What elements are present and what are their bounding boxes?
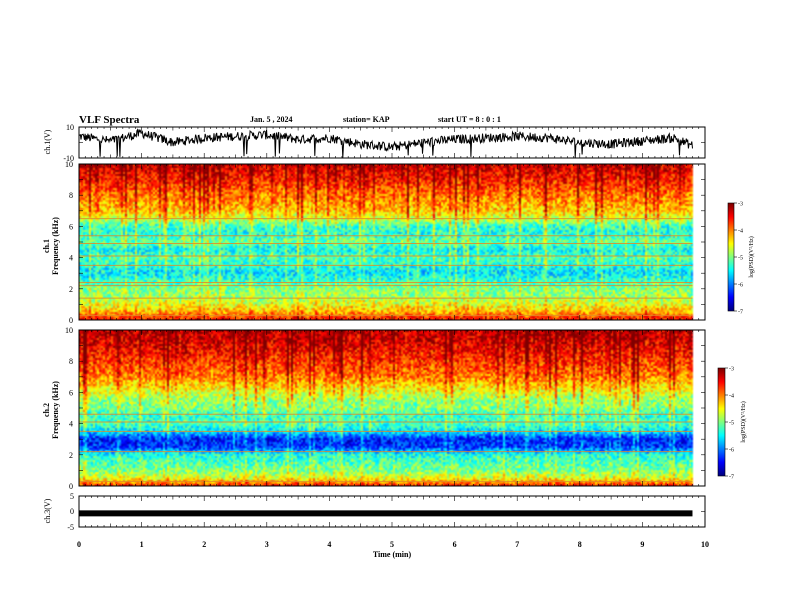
ch1-waveform-path — [78, 128, 693, 158]
ch2-spectrogram-ylabel-channel: ch.2 — [42, 403, 51, 417]
ch1-ytick-bottom: -10 — [63, 154, 74, 163]
ch1-spectrogram-ticks — [78, 163, 706, 321]
ch1-colorbar — [728, 203, 734, 311]
y-tick-label: 0 — [69, 482, 73, 491]
ch1-spectrogram-ylabel-freq: Frequency (kHz) — [51, 217, 60, 275]
colorbar-tick-label: -3 — [738, 202, 743, 208]
y-tick-label: 2 — [69, 451, 73, 460]
y-tick-label: 6 — [69, 388, 73, 397]
date-label: Jan. 5 , 2024 — [250, 115, 292, 124]
ch2-spectrogram-yticklabels: 0 2 4 6 8 10 — [65, 326, 73, 491]
x-tick-label: 5 — [390, 540, 394, 549]
y-tick-label: 0 — [69, 316, 73, 325]
ch2-spectral-lines — [79, 413, 693, 482]
colorbar-tick-label: -5 — [738, 256, 743, 262]
x-tick-label: 0 — [77, 540, 81, 549]
panel-ch3-waveform: 5 0 -5 ch.3(V) 0 1 2 3 4 5 6 7 8 9 10 Time (min) — [43, 492, 709, 559]
y-tick-label: 2 — [69, 285, 73, 294]
start-ut-label: start UT = 8 : 0 : 1 — [438, 115, 501, 124]
y-tick-label: 8 — [69, 357, 73, 366]
panel-ch1-waveform: 10 -10 ch.1(V) — [43, 123, 706, 163]
x-tick-label: 7 — [515, 540, 519, 549]
x-tick-label: 4 — [327, 540, 331, 549]
ch1-spectrogram-image — [79, 164, 705, 320]
y-tick-label: 10 — [65, 326, 73, 335]
ch3-waveform-line — [79, 510, 693, 517]
y-tick-label: 6 — [69, 222, 73, 231]
colorbar-tick-label: -4 — [729, 394, 734, 400]
ch1-waveform-line — [78, 128, 693, 158]
y-tick-label: 8 — [69, 191, 73, 200]
ch3-ytick-mid: 0 — [70, 507, 74, 516]
ch1-ytick-top: 10 — [66, 123, 74, 132]
ch1-colorbar-label: log(PSD)(V²/Hz) — [748, 236, 755, 277]
ch1-spectrogram-yticklabels: 0 2 4 6 8 10 — [65, 160, 73, 325]
x-tick-label: 9 — [640, 540, 644, 549]
colorbar-tick-label: -4 — [738, 229, 743, 235]
figure-title: VLF Spectra — [79, 114, 140, 126]
ch3-ytick-bottom: -5 — [67, 523, 74, 532]
ch3-waveform-ticks — [78, 495, 706, 528]
colorbar-tick-label: -3 — [729, 367, 734, 373]
ch2-colorbar-ticks: -3 -4 -5 -6 -7 — [725, 367, 734, 481]
ch3-ytick-top: 5 — [70, 492, 74, 501]
colorbar-tick-label: -6 — [738, 283, 743, 289]
station-label: station= KAP — [343, 115, 390, 124]
ch1-waveform-ylabel: ch.1(V) — [43, 129, 52, 154]
x-tick-label: 2 — [202, 540, 206, 549]
ch1-spectrogram-ylabel-channel: ch.1 — [42, 239, 51, 253]
y-tick-label: 4 — [69, 254, 73, 263]
ch2-colorbar — [718, 368, 725, 476]
ch2-spectrogram-image — [79, 330, 705, 486]
x-tick-label: 10 — [701, 540, 709, 549]
ch1-colorbar-ticks: -3 -4 -5 -6 -7 — [734, 202, 743, 316]
ch3-waveform-ylabel: ch.3(V) — [43, 498, 52, 523]
colorbar-tick-label: -7 — [729, 475, 734, 481]
time-axis-label: Time (min) — [373, 550, 412, 559]
ch2-colorbar-label: log(PSD)(V²/Hz) — [740, 401, 747, 442]
colorbar-tick-label: -7 — [738, 310, 743, 316]
y-tick-label: 4 — [69, 420, 73, 429]
ch1-waveform-ticks — [78, 126, 706, 159]
x-tick-label: 3 — [265, 540, 269, 549]
ch2-spectrogram-ylabel-freq: Frequency (kHz) — [51, 381, 60, 439]
colorbar-tick-label: -5 — [729, 421, 734, 427]
ch2-spectrogram-ticks — [78, 329, 706, 487]
time-axis-ticklabels: 0 1 2 3 4 5 6 7 8 9 10 — [77, 540, 709, 549]
x-tick-label: 8 — [578, 540, 582, 549]
ch1-spectral-lines — [79, 218, 693, 316]
colorbar-tick-label: -6 — [729, 448, 734, 454]
y-tick-label: 10 — [65, 160, 73, 169]
x-tick-label: 1 — [140, 540, 144, 549]
x-tick-label: 6 — [453, 540, 457, 549]
